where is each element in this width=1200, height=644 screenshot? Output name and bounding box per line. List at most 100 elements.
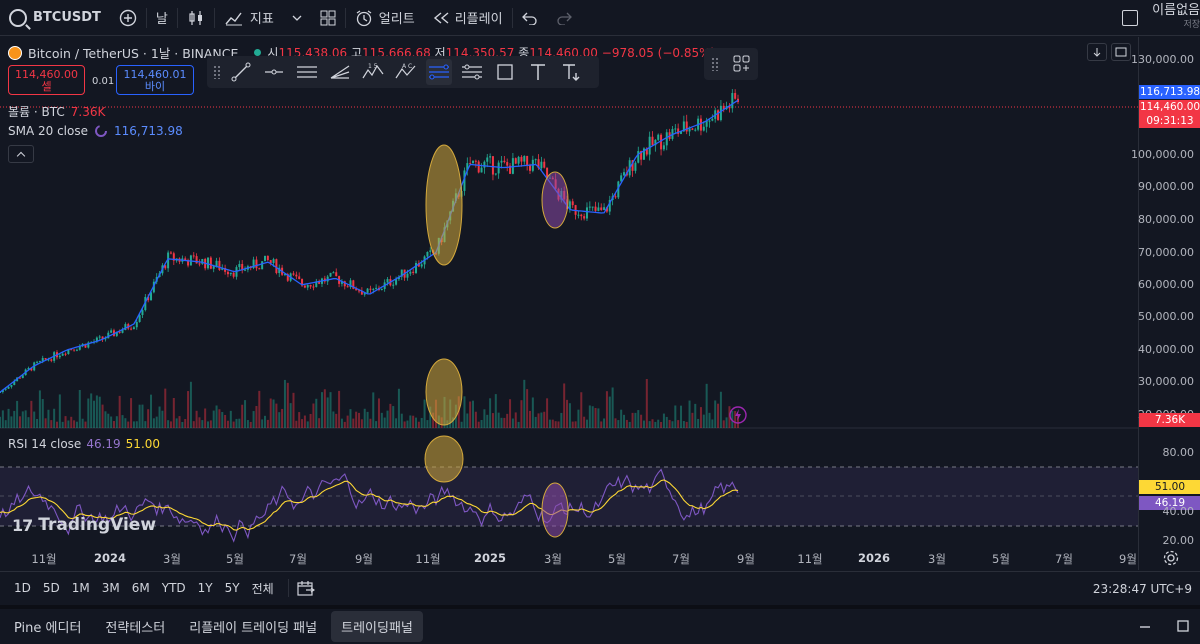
volume-bar — [719, 391, 722, 428]
candle — [221, 268, 224, 270]
drag-handle-icon[interactable] — [711, 57, 719, 71]
range-ytd[interactable]: YTD — [161, 581, 186, 595]
tab-strategy-tester[interactable]: 전략테스터 — [105, 621, 166, 636]
chevron-down-icon — [292, 15, 302, 21]
tab-replay-trading[interactable]: 리플레이 트레이딩 패널 — [189, 621, 318, 636]
replay-button[interactable]: 리플레이 — [424, 0, 512, 36]
maximize-pane-button[interactable] — [1111, 43, 1131, 61]
tradingview-logo[interactable]: 17 TradingView — [12, 515, 156, 535]
rectangle-tool[interactable] — [492, 59, 518, 85]
undo-button[interactable] — [513, 0, 547, 36]
interval-button[interactable]: 날 — [155, 12, 168, 27]
layout-button[interactable] — [311, 0, 345, 36]
volume-bar — [349, 409, 352, 428]
date-range-tool[interactable] — [459, 59, 485, 85]
buy-button[interactable]: 114,460.01 바이 — [116, 65, 194, 95]
volume-bar — [543, 411, 546, 428]
chart-canvas[interactable] — [0, 37, 1138, 570]
volume-bar — [583, 416, 586, 428]
horizontal-line-icon — [265, 69, 283, 75]
volume-bar — [315, 398, 318, 428]
volume-bar — [323, 389, 326, 428]
range-all[interactable]: 전체 — [251, 581, 274, 596]
price-axis[interactable]: 130,000.00 116,713.98 114,460.00 09:31:1… — [1131, 37, 1200, 570]
candle — [711, 118, 714, 121]
drag-handle-icon[interactable] — [213, 65, 221, 79]
time-tick: 7월 — [672, 552, 690, 566]
indicators-dropdown[interactable] — [283, 0, 311, 36]
indicators-button[interactable]: 지표 — [215, 0, 283, 36]
move-down-button[interactable] — [1087, 43, 1107, 61]
volume-bar — [603, 418, 606, 428]
volume-bar — [691, 412, 694, 428]
chart-pane[interactable] — [0, 37, 1138, 570]
range-1d[interactable]: 1D — [14, 581, 31, 595]
abcd-pattern-tool[interactable]: A C — [393, 59, 419, 85]
range-1y[interactable]: 1Y — [197, 581, 213, 595]
range-5d[interactable]: 5D — [42, 581, 60, 595]
range-3m[interactable]: 3M — [101, 581, 120, 595]
volume-bar — [699, 407, 702, 428]
collapse-legend-button[interactable] — [8, 145, 34, 163]
range-1m[interactable]: 1M — [71, 581, 90, 595]
sell-button[interactable]: 114,460.00 셀 — [8, 65, 85, 95]
volume-tag: 7.36K — [1139, 413, 1200, 427]
redo-button[interactable] — [547, 0, 581, 36]
volume-bar — [360, 419, 363, 428]
parallel-channel-tool[interactable] — [294, 59, 320, 85]
volume-bar — [528, 410, 531, 428]
sma-legend[interactable]: SMA 20 close 116,713.98 — [8, 124, 183, 138]
maximize-icon[interactable] — [1176, 619, 1190, 633]
candle — [523, 155, 526, 162]
rsi-legend[interactable]: RSI 14 close 46.19 51.00 — [8, 437, 160, 451]
tab-trading-panel[interactable]: 트레이딩패널 — [331, 611, 423, 642]
range-5y[interactable]: 5Y — [224, 581, 240, 595]
horizontal-ray-tool[interactable] — [261, 59, 287, 85]
chart-title[interactable]: Bitcoin / TetherUS · 1날 · BINANCE — [28, 46, 239, 61]
candle — [50, 359, 53, 361]
volume-legend[interactable]: 볼륨 · BTC 7.36K — [8, 103, 105, 120]
trend-line-tool[interactable] — [228, 59, 254, 85]
lightning-icon[interactable] — [729, 406, 747, 424]
compare-button[interactable] — [110, 0, 146, 36]
tab-pine-editor[interactable]: Pine 에디터 — [14, 621, 82, 636]
anchored-text-tool[interactable] — [558, 59, 584, 85]
volume-bar — [605, 391, 608, 428]
volume-bar — [189, 381, 192, 428]
elliott-wave-tool[interactable]: 1 5 — [360, 59, 386, 85]
symbol-search[interactable]: BTCUSDT — [0, 0, 110, 36]
goto-date-icon[interactable] — [297, 580, 315, 596]
highlight-ellipse[interactable] — [425, 358, 463, 426]
highlight-ellipse[interactable] — [425, 144, 463, 266]
clock-timezone[interactable]: 23:28:47 UTC+9 — [1092, 582, 1192, 596]
candle — [340, 281, 343, 284]
volume-bar — [523, 379, 526, 428]
highlight-ellipse[interactable] — [541, 171, 569, 229]
save-button[interactable]: 이름없음 저장 — [1152, 4, 1200, 32]
volume-bar — [104, 411, 107, 428]
settings-gear-icon[interactable] — [1163, 550, 1179, 566]
range-6m[interactable]: 6M — [131, 581, 150, 595]
add-widget-icon[interactable] — [733, 55, 751, 73]
candle — [107, 332, 110, 339]
volume-bar — [232, 421, 235, 428]
volume-bar — [588, 405, 591, 428]
time-axis[interactable]: 11월 2024 3월 5월 7월 9월 11월 2025 3월 5월 7월 9월 11월 2026 3월 5… — [0, 545, 1138, 570]
text-tool[interactable] — [525, 59, 551, 85]
candle — [207, 257, 210, 269]
minimize-icon[interactable] — [1138, 619, 1152, 633]
volume-bar — [514, 412, 517, 428]
alert-button[interactable]: 얼리트 — [346, 0, 424, 36]
fullscreen-icon[interactable] — [1122, 10, 1139, 26]
volume-bar — [617, 420, 620, 428]
candle — [258, 268, 261, 270]
price-tick: 90,000.00 — [1138, 180, 1194, 193]
candle — [218, 260, 221, 270]
candles-icon — [189, 10, 202, 25]
highlight-ellipse[interactable] — [424, 435, 464, 483]
volume-bar — [546, 398, 549, 428]
fib-retracement-tool[interactable] — [426, 59, 452, 85]
highlight-ellipse[interactable] — [541, 482, 569, 538]
pitchfork-tool[interactable] — [327, 59, 353, 85]
chart-type-button[interactable] — [178, 0, 214, 36]
